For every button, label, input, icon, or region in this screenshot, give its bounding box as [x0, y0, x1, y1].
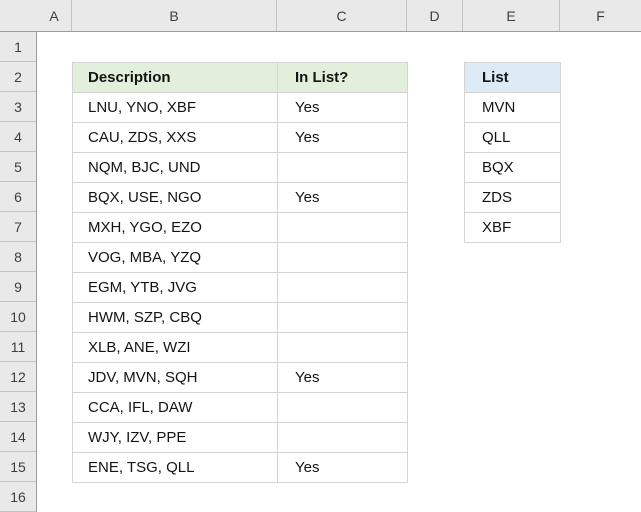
row-header-1[interactable]: 1 [0, 32, 36, 62]
in-list-cell[interactable]: Yes [278, 363, 408, 393]
row-header-bar: 1 2 3 4 5 6 7 8 9 10 11 12 13 14 15 16 [0, 32, 37, 512]
column-header-d[interactable]: D [407, 0, 463, 31]
description-cell[interactable]: VOG, MBA, YZQ [73, 243, 278, 273]
description-table-row-8: HWM, SZP, CBQ [73, 303, 408, 333]
description-cell[interactable]: WJY, IZV, PPE [73, 423, 278, 453]
row-header-2[interactable]: 2 [0, 62, 36, 92]
row-header-11[interactable]: 11 [0, 332, 36, 362]
list-item-cell-3[interactable]: BQX [465, 153, 561, 183]
description-cell[interactable]: XLB, ANE, WZI [73, 333, 278, 363]
row-header-15[interactable]: 15 [0, 452, 36, 482]
in-list-cell[interactable] [278, 333, 408, 363]
description-cell[interactable]: BQX, USE, NGO [73, 183, 278, 213]
list-table-body: MVN QLL BQX ZDS XBF [465, 93, 561, 243]
in-list-cell[interactable] [278, 303, 408, 333]
list-item-cell-1[interactable]: MVN [465, 93, 561, 123]
description-cell[interactable]: CCA, IFL, DAW [73, 393, 278, 423]
description-table-body: LNU, YNO, XBF Yes CAU, ZDS, XXS Yes NQM, BJC… [73, 93, 408, 483]
column-header-a[interactable]: A [37, 0, 72, 31]
description-column-header[interactable]: Description [73, 63, 278, 93]
description-table: Description In List? LNU, YNO, XBF Yes CAU… [72, 62, 408, 483]
description-table-row-13: ENE, TSG, QLL Yes [73, 453, 408, 483]
description-cell[interactable]: EGM, YTB, JVG [73, 273, 278, 303]
column-header-b[interactable]: B [72, 0, 277, 31]
in-list-cell[interactable] [278, 393, 408, 423]
in-list-cell[interactable]: Yes [278, 453, 408, 483]
in-list-cell[interactable] [278, 423, 408, 453]
description-table-row-4: BQX, USE, NGO Yes [73, 183, 408, 213]
description-cell[interactable]: CAU, ZDS, XXS [73, 123, 278, 153]
row-header-7[interactable]: 7 [0, 212, 36, 242]
row-header-3[interactable]: 3 [0, 92, 36, 122]
row-header-4[interactable]: 4 [0, 122, 36, 152]
description-cell[interactable]: LNU, YNO, XBF [73, 93, 278, 123]
row-header-9[interactable]: 9 [0, 272, 36, 302]
row-header-10[interactable]: 10 [0, 302, 36, 332]
row-header-14[interactable]: 14 [0, 422, 36, 452]
description-table-row-3: NQM, BJC, UND [73, 153, 408, 183]
list-item-cell-5[interactable]: XBF [465, 213, 561, 243]
in-list-cell[interactable]: Yes [278, 183, 408, 213]
row-header-6[interactable]: 6 [0, 182, 36, 212]
description-table-row-12: WJY, IZV, PPE [73, 423, 408, 453]
row-header-13[interactable]: 13 [0, 392, 36, 422]
list-header-cell[interactable]: List [465, 63, 561, 93]
in-list-cell[interactable] [278, 243, 408, 273]
row-header-16[interactable]: 16 [0, 482, 36, 512]
list-table: List MVN QLL BQX ZDS XBF [464, 62, 561, 243]
row-header-8[interactable]: 8 [0, 242, 36, 272]
description-table-row-11: CCA, IFL, DAW [73, 393, 408, 423]
in-list-cell[interactable]: Yes [278, 93, 408, 123]
description-table-row-1: LNU, YNO, XBF Yes [73, 93, 408, 123]
description-table-row-5: MXH, YGO, EZO [73, 213, 408, 243]
in-list-cell[interactable]: Yes [278, 123, 408, 153]
list-item-cell-2[interactable]: QLL [465, 123, 561, 153]
description-cell[interactable]: HWM, SZP, CBQ [73, 303, 278, 333]
row-header-12[interactable]: 12 [0, 362, 36, 392]
description-table-row-7: EGM, YTB, JVG [73, 273, 408, 303]
row-header-5[interactable]: 5 [0, 152, 36, 182]
list-item-cell-4[interactable]: ZDS [465, 183, 561, 213]
description-cell[interactable]: NQM, BJC, UND [73, 153, 278, 183]
description-table-row-9: XLB, ANE, WZI [73, 333, 408, 363]
in-list-cell[interactable] [278, 273, 408, 303]
in-list-cell[interactable] [278, 153, 408, 183]
description-table-header-row: Description In List? [73, 63, 408, 93]
column-header-c[interactable]: C [277, 0, 407, 31]
description-table-row-2: CAU, ZDS, XXS Yes [73, 123, 408, 153]
in-list-cell[interactable] [278, 213, 408, 243]
description-cell[interactable]: MXH, YGO, EZO [73, 213, 278, 243]
description-table-row-10: JDV, MVN, SQH Yes [73, 363, 408, 393]
column-header-f[interactable]: F [596, 7, 605, 24]
column-header-e[interactable]: E [463, 0, 560, 31]
in-list-column-header[interactable]: In List? [278, 63, 408, 93]
description-cell[interactable]: ENE, TSG, QLL [73, 453, 278, 483]
column-header-bar: A B C D E F [0, 0, 641, 32]
description-table-row-6: VOG, MBA, YZQ [73, 243, 408, 273]
description-cell[interactable]: JDV, MVN, SQH [73, 363, 278, 393]
